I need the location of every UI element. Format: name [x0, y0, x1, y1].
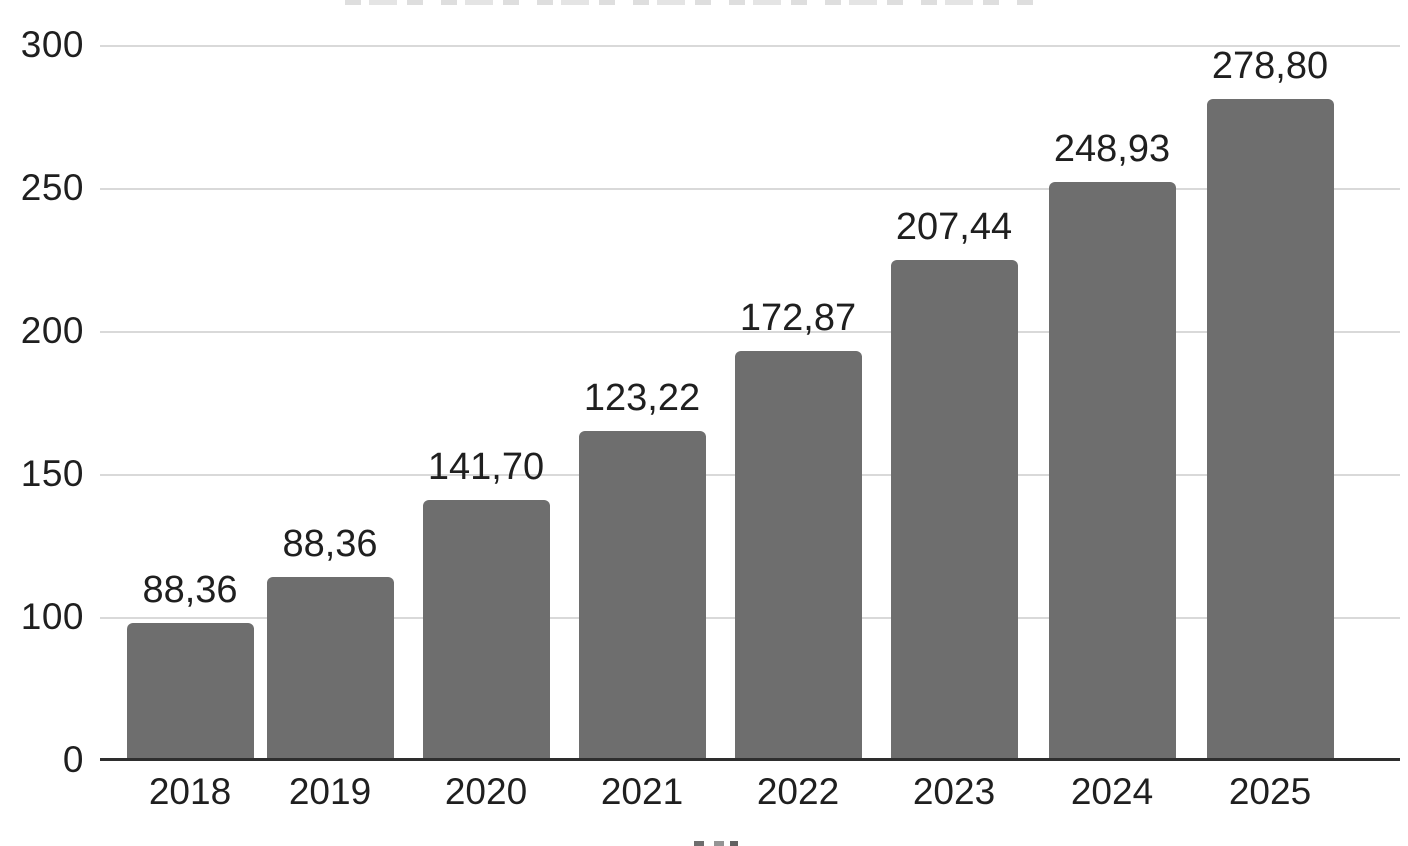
bar-2018	[126, 622, 254, 758]
bar-value-label-2022: 172,87	[739, 297, 857, 340]
x-tick-label-2024: 2024	[1070, 771, 1154, 812]
bar-2023	[890, 259, 1018, 758]
bar-2020	[422, 499, 550, 758]
bar-2025	[1206, 99, 1334, 758]
x-axis-baseline	[100, 758, 1400, 761]
cropped-chart-title-fragment	[345, 0, 1035, 5]
bar-value-label-2019: 88,36	[282, 522, 378, 565]
bar-value-label-2024: 248,93	[1053, 128, 1171, 171]
bar-value-label-2018: 88,36	[142, 568, 238, 611]
y-tick-label: 250	[20, 167, 84, 208]
y-tick-label: 100	[20, 596, 84, 637]
x-tick-label-2021: 2021	[600, 771, 684, 812]
y-tick-label: 150	[20, 453, 84, 494]
gridline-300	[100, 45, 1400, 47]
y-tick-label: 300	[20, 24, 84, 65]
bar-2019	[266, 576, 394, 758]
bar-2021	[578, 431, 706, 758]
bar-value-label-2023: 207,44	[895, 205, 1013, 248]
bar-2024	[1048, 182, 1176, 758]
bar-2022	[734, 351, 862, 758]
gridline-250	[100, 188, 1400, 190]
bar-value-label-2025: 278,80	[1211, 45, 1329, 88]
x-tick-label-2019: 2019	[288, 771, 372, 812]
y-tick-label: 200	[20, 310, 84, 351]
cropped-xaxis-title-fragment	[694, 841, 748, 846]
x-tick-label-2018: 2018	[148, 771, 232, 812]
x-tick-label-2023: 2023	[912, 771, 996, 812]
bar-value-label-2020: 141,70	[427, 445, 545, 488]
bar-value-label-2021: 123,22	[583, 377, 701, 420]
x-tick-label-2025: 2025	[1228, 771, 1312, 812]
x-tick-label-2022: 2022	[756, 771, 840, 812]
x-tick-label-2020: 2020	[444, 771, 528, 812]
y-tick-label: 0	[62, 739, 84, 780]
gridline-200	[100, 331, 1400, 333]
